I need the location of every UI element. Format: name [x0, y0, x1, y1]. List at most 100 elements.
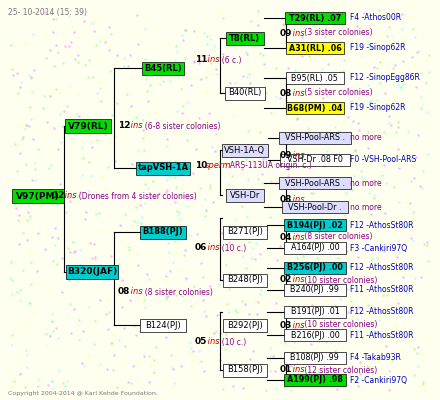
Point: [323, 338, 330, 345]
Point: [133, 12, 140, 18]
Text: B256(PJ) .00: B256(PJ) .00: [287, 264, 343, 272]
Point: [113, 384, 120, 390]
Point: [366, 98, 373, 105]
Point: [33, 267, 40, 274]
Point: [173, 107, 180, 114]
Point: [23, 364, 30, 370]
Point: [382, 101, 389, 108]
Point: [143, 87, 150, 94]
Point: [414, 344, 422, 350]
Point: [416, 48, 423, 54]
Point: [162, 273, 169, 279]
Point: [47, 162, 54, 168]
Point: [7, 275, 14, 281]
Point: [175, 212, 182, 218]
Point: [54, 260, 61, 267]
Point: [381, 248, 388, 254]
Point: [283, 181, 290, 188]
Point: [267, 214, 274, 220]
Point: [179, 184, 186, 191]
Point: [60, 380, 67, 386]
Point: [32, 160, 39, 166]
Point: [301, 311, 308, 318]
Point: [385, 119, 392, 126]
Point: [347, 98, 354, 105]
Point: [246, 71, 253, 77]
Point: [234, 309, 241, 315]
Point: [56, 89, 63, 96]
Point: [411, 60, 418, 67]
Point: [337, 137, 344, 144]
Text: (6-8 sister colonies): (6-8 sister colonies): [140, 122, 220, 130]
Point: [188, 357, 195, 364]
Point: [311, 334, 318, 340]
Point: [181, 246, 188, 253]
Point: [394, 82, 401, 89]
FancyBboxPatch shape: [286, 42, 344, 54]
Point: [202, 312, 209, 319]
Point: [296, 251, 303, 258]
Point: [407, 200, 414, 206]
Point: [390, 223, 397, 230]
Point: [256, 194, 263, 201]
Point: [65, 83, 72, 90]
Point: [308, 341, 315, 347]
Point: [28, 177, 35, 184]
Point: [143, 271, 150, 277]
Point: [215, 159, 222, 165]
Text: T8(RL): T8(RL): [229, 34, 260, 42]
Point: [49, 328, 56, 335]
Point: [155, 190, 162, 196]
Point: [113, 100, 120, 106]
Point: [165, 293, 172, 299]
Point: [414, 363, 421, 369]
Point: [407, 178, 414, 184]
Point: [371, 64, 378, 70]
Point: [102, 39, 109, 45]
Point: [22, 126, 29, 133]
Point: [245, 315, 252, 322]
Point: [91, 268, 98, 275]
Point: [380, 156, 387, 162]
FancyBboxPatch shape: [226, 188, 264, 202]
Point: [34, 146, 41, 152]
Point: [75, 59, 82, 65]
Point: [330, 20, 337, 27]
Text: B248(PJ): B248(PJ): [227, 276, 263, 284]
Point: [184, 203, 191, 209]
Point: [383, 292, 390, 298]
Text: 12: 12: [52, 192, 65, 200]
Point: [63, 378, 70, 384]
Point: [400, 81, 407, 87]
Point: [386, 334, 393, 340]
Point: [231, 307, 238, 314]
Point: [96, 262, 103, 268]
Point: [285, 74, 292, 80]
Point: [271, 180, 278, 186]
Point: [366, 190, 373, 196]
Point: [374, 102, 381, 108]
Point: [81, 18, 88, 24]
Point: [194, 230, 201, 237]
Point: [254, 8, 261, 14]
Point: [18, 217, 25, 224]
Point: [181, 55, 188, 61]
Point: [253, 311, 260, 318]
Point: [142, 56, 149, 62]
Point: [126, 244, 133, 250]
Point: [305, 369, 312, 375]
Point: [263, 386, 270, 393]
Point: [27, 213, 34, 219]
Point: [409, 237, 416, 244]
Point: [60, 204, 67, 211]
Text: A199(PJ) .98: A199(PJ) .98: [287, 376, 343, 384]
Point: [388, 218, 395, 224]
Point: [29, 89, 36, 95]
Point: [356, 127, 363, 133]
Point: [211, 330, 218, 337]
Point: [42, 9, 49, 15]
Point: [421, 386, 428, 393]
Point: [96, 38, 103, 44]
Point: [332, 71, 339, 78]
Point: [76, 247, 83, 253]
